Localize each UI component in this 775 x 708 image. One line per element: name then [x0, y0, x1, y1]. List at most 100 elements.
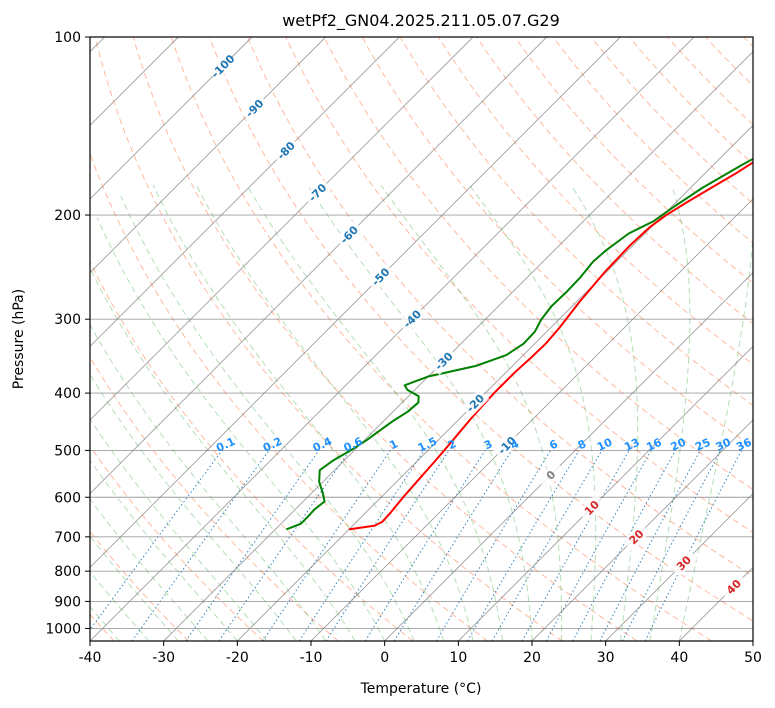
dry-adiabat-line — [590, 37, 753, 205]
mixing-ratio-labels: 0.1 0.2 0.4 0.6 1 1.5 2 3 4 6 8 10 13 16 20 25 30 36 — [214, 435, 754, 455]
isotherm-label-bg — [536, 460, 565, 490]
moist-adiabat-line — [195, 184, 474, 641]
moist-adiabat-line — [152, 184, 445, 641]
mixing-ratio-label: 20 — [669, 435, 689, 453]
isotherm-line — [679, 566, 753, 641]
isotherm-line — [90, 37, 547, 495]
isotherm-line — [163, 51, 753, 641]
dry-adiabat-line — [667, 37, 753, 126]
mixing-ratio-label: 1.5 — [416, 435, 439, 455]
moist-adiabat-line — [90, 373, 297, 641]
mixing-ratio-line — [90, 450, 223, 631]
mixing-ratio-line — [131, 450, 270, 641]
dry-adiabat-line — [170, 37, 712, 641]
dry-adiabat-line — [705, 37, 753, 87]
mixing-ratio-line — [572, 450, 676, 641]
isotherm-line — [90, 37, 621, 568]
isotherm-label-bg — [461, 388, 490, 418]
isotherm-line — [752, 640, 753, 641]
dry-adiabat-line — [743, 37, 753, 48]
isotherm-label-bg — [366, 262, 395, 291]
isotherm-line — [90, 37, 253, 200]
dry-adiabat-line — [628, 37, 753, 165]
isotherm-line — [90, 37, 695, 641]
isotherm-label-bg — [271, 136, 301, 165]
mixing-ratio-line — [298, 450, 425, 641]
mixing-ratio-line — [467, 450, 580, 641]
isotherm-line — [310, 198, 753, 641]
moist-adiabat-line — [90, 535, 179, 641]
y-axis-label: Pressure (hPa) — [11, 289, 27, 389]
moist-adiabat-line — [96, 217, 386, 641]
plot-frame — [89, 36, 754, 642]
dry-adiabat-line — [90, 356, 339, 641]
moist-adiabat-line — [246, 184, 504, 641]
isotherm-label-bg — [397, 304, 427, 333]
mixing-ratio-line — [599, 450, 701, 641]
y-tick-label: 500 — [54, 443, 81, 459]
y-tick-label: 900 — [54, 594, 81, 610]
y-tick-label: 1000 — [45, 621, 81, 637]
isotherm-label-bg — [492, 431, 521, 460]
dry-adiabat-line — [438, 37, 753, 365]
isotherm-line — [237, 124, 753, 641]
mixing-ratio-label: 36 — [734, 435, 754, 453]
mixing-ratio-label: 0.1 — [214, 435, 237, 455]
isotherm-line — [90, 37, 474, 421]
isotherm-label-bg — [208, 51, 238, 81]
x-tick-label: 40 — [670, 650, 688, 666]
mixing-ratio-label: 13 — [622, 436, 641, 454]
moist-adiabat-line — [678, 229, 753, 641]
isotherm-line — [458, 345, 753, 641]
moist-adiabat-line — [90, 459, 238, 641]
dry-adiabat-line — [476, 37, 753, 325]
x-tick-label: 0 — [380, 650, 389, 666]
x-tick-label: -40 — [79, 650, 102, 666]
isotherm-line — [90, 37, 400, 347]
dry-adiabats — [90, 37, 753, 641]
isotherm-label-bg — [240, 94, 269, 123]
moist-adiabat-line — [90, 267, 356, 641]
mixing-ratio-line — [491, 450, 603, 641]
isotherm-line — [90, 37, 326, 274]
plot-area: -100-90-80-70-60-50-40-30-20-10010203040… — [90, 37, 754, 641]
dry-adiabat-line — [323, 37, 753, 491]
mixing-ratio-label: 25 — [693, 436, 712, 454]
chart-title: wetPf2_GN04.2025.211.05.07.G29 — [282, 11, 560, 31]
mixing-ratio-line — [364, 450, 486, 641]
moist-adiabat-line — [120, 196, 415, 641]
isotherm-label-bg — [334, 220, 364, 249]
mixing-ratio-line — [218, 450, 351, 641]
x-axis: -40 -30 -20 -10 0 10 20 30 40 50 — [79, 641, 762, 666]
isotherm-label-bg — [303, 178, 332, 207]
isotherm-label-bg — [719, 572, 748, 601]
y-tick-label: 800 — [54, 564, 81, 580]
moist-adiabat-line — [649, 184, 691, 641]
dry-adiabat-line — [94, 37, 563, 641]
y-tick-label: 100 — [54, 30, 81, 46]
moist-adiabat-line — [90, 498, 209, 641]
isotherm-line — [384, 272, 753, 641]
x-axis-label: Temperature (°C) — [360, 681, 482, 697]
dry-adiabat-line — [90, 260, 414, 641]
x-tick-label: 20 — [523, 650, 541, 666]
series-line — [285, 157, 753, 531]
isotherm-label-bg — [429, 346, 458, 376]
mixing-ratio-label: 30 — [714, 435, 734, 453]
x-tick-label: 10 — [449, 650, 467, 666]
isotherm-line — [531, 419, 753, 641]
y-tick-label: 600 — [54, 490, 81, 506]
mixing-ratio-label: 16 — [644, 436, 664, 454]
x-tick-label: -10 — [300, 650, 323, 666]
isotherm-label-bg — [669, 548, 698, 578]
mixing-ratio-line — [393, 450, 513, 641]
isotherm-label: -100 — [209, 52, 238, 81]
dry-adiabat-line — [90, 152, 488, 641]
y-tick-label: 300 — [54, 312, 81, 328]
dry-adiabat-line — [90, 530, 190, 641]
dry-adiabat-line — [552, 37, 753, 244]
y-tick-label: 700 — [54, 530, 81, 546]
dry-adiabat-line — [285, 37, 753, 534]
x-tick-label: 50 — [744, 650, 762, 666]
